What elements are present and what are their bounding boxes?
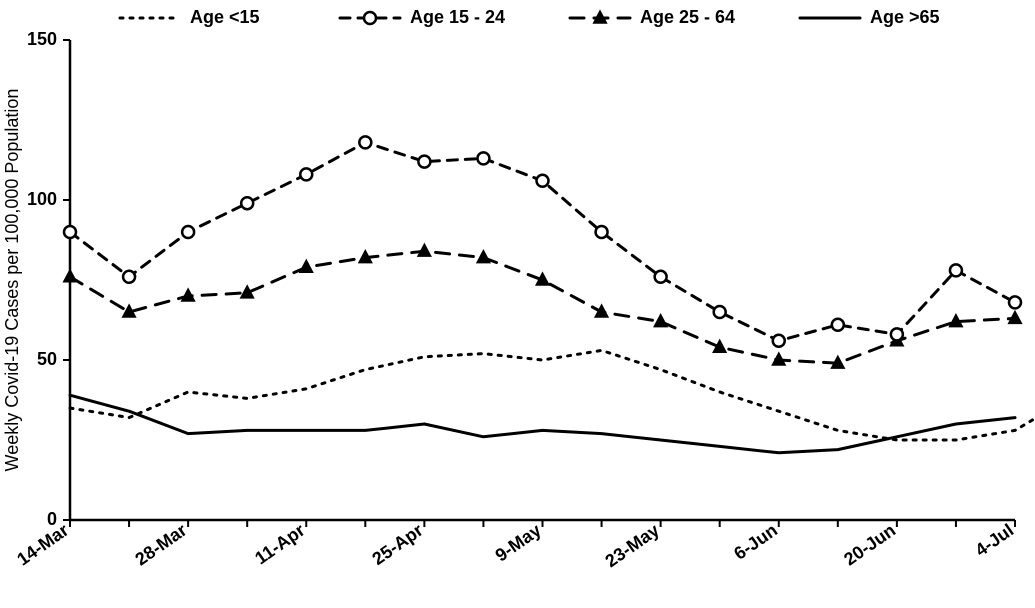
- marker-circle: [123, 271, 135, 283]
- marker-circle: [537, 175, 549, 187]
- chart-container: 05010015014-Mar28-Mar11-Apr25-Apr9-May23…: [0, 0, 1035, 608]
- marker-circle: [1009, 296, 1021, 308]
- marker-circle: [655, 271, 667, 283]
- marker-circle: [714, 306, 726, 318]
- chart-svg: 05010015014-Mar28-Mar11-Apr25-Apr9-May23…: [0, 0, 1035, 608]
- marker-circle: [241, 197, 253, 209]
- y-tick-label: 100: [27, 189, 57, 209]
- legend-label-a1524: Age 15 - 24: [410, 7, 505, 27]
- legend-label-a2564: Age 25 - 64: [640, 7, 735, 27]
- legend-label-lt15: Age <15: [190, 7, 260, 27]
- marker-circle: [891, 328, 903, 340]
- marker-circle: [950, 264, 962, 276]
- marker-circle: [359, 136, 371, 148]
- marker-circle: [773, 335, 785, 347]
- marker-circle: [364, 12, 376, 24]
- marker-circle: [418, 156, 430, 168]
- marker-circle: [477, 152, 489, 164]
- marker-circle: [596, 226, 608, 238]
- y-tick-label: 50: [37, 349, 57, 369]
- marker-circle: [64, 226, 76, 238]
- marker-circle: [300, 168, 312, 180]
- y-tick-label: 150: [27, 29, 57, 49]
- marker-circle: [182, 226, 194, 238]
- legend-label-gt65: Age >65: [870, 7, 940, 27]
- marker-circle: [832, 319, 844, 331]
- y-axis-label: Weekly Covid-19 Cases per 100,000 Popula…: [2, 89, 22, 472]
